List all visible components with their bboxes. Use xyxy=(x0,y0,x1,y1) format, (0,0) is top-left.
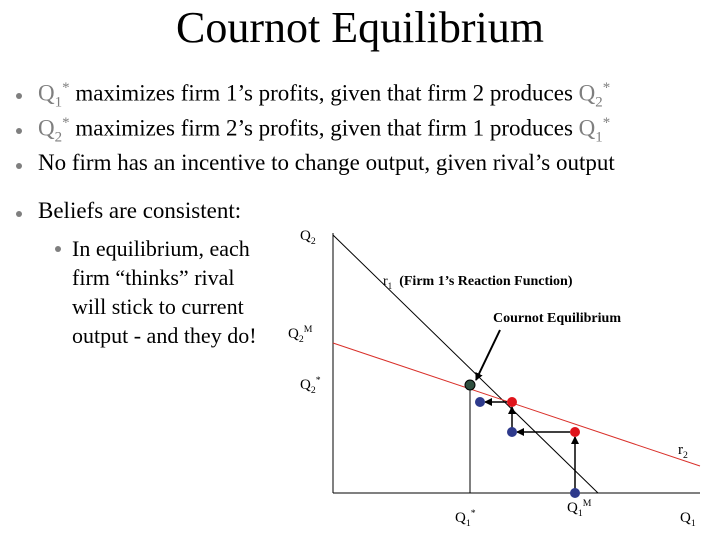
sub: 1 xyxy=(595,129,603,146)
sub: 2 xyxy=(310,236,316,247)
text: maximizes firm 1’s profits, given that f… xyxy=(69,80,579,106)
y-axis-label: Q2 xyxy=(300,228,316,247)
sup: * xyxy=(62,80,70,96)
sub: 2 xyxy=(310,385,316,396)
line: firm “thinks” rival xyxy=(72,265,235,290)
equilibrium-label: Cournot Equilibrium xyxy=(493,311,621,326)
sup: M xyxy=(303,324,313,335)
sub: 2 xyxy=(683,450,688,461)
q2star-label: Q2* xyxy=(300,375,321,396)
q: Q xyxy=(680,510,691,526)
q: Q xyxy=(38,115,55,141)
text: (Firm 1’s Reaction Function) xyxy=(399,274,573,289)
sub-bullet: In equilibrium, each firm “thinks” rival… xyxy=(72,234,257,350)
sub: 1 xyxy=(690,518,696,529)
sup: * xyxy=(470,508,476,519)
point xyxy=(570,427,580,437)
q: Q xyxy=(578,80,596,106)
bullet: Beliefs are consistent: xyxy=(38,198,242,223)
sup: * xyxy=(315,375,321,386)
text: maximizes firm 2’s profits, given that f… xyxy=(69,115,579,141)
r1-label: r1 (Firm 1’s Reaction Function) xyxy=(383,274,573,291)
bullet: No firm has an incentive to change outpu… xyxy=(38,150,615,175)
bullet-dot xyxy=(16,128,22,134)
q: Q xyxy=(455,510,466,526)
sub: 1 xyxy=(465,518,471,529)
sup: * xyxy=(62,115,70,131)
sub: 2 xyxy=(595,94,603,111)
bullet-dot xyxy=(55,246,61,252)
reaction-r1 xyxy=(332,234,599,494)
sup: * xyxy=(602,115,611,131)
sub: 1 xyxy=(387,280,393,291)
line: In equilibrium, each xyxy=(72,236,250,261)
point xyxy=(507,397,517,407)
point xyxy=(475,397,485,407)
bullet-dot xyxy=(16,93,22,99)
sup: * xyxy=(602,80,611,96)
bullet-dot xyxy=(16,211,22,217)
sub: 1 xyxy=(54,94,63,111)
q1m-label: Q1M xyxy=(567,498,591,519)
q: Q xyxy=(38,80,55,106)
q: Q xyxy=(288,326,299,342)
r2-label: r2 xyxy=(678,442,688,461)
sub: 1 xyxy=(577,508,583,519)
reaction-r2 xyxy=(332,342,701,467)
r: r xyxy=(383,274,388,289)
bullet: Q1* maximizes firm 1’s profits, given th… xyxy=(38,80,610,111)
sup: M xyxy=(582,498,592,509)
x-axis-label: Q1 xyxy=(680,510,696,529)
q: Q xyxy=(567,500,578,516)
sub: 2 xyxy=(54,129,63,146)
q2m-label: Q2M xyxy=(288,324,312,345)
q: Q xyxy=(578,115,596,141)
r: r xyxy=(678,442,683,458)
sub: 2 xyxy=(298,334,304,345)
point xyxy=(507,427,517,437)
q: Q xyxy=(300,228,311,244)
q: Q xyxy=(300,377,311,393)
bullet: Q2* maximizes firm 2’s profits, given th… xyxy=(38,115,610,146)
title: Cournot Equilibrium xyxy=(176,3,544,52)
line: will stick to current xyxy=(72,294,244,319)
line: output - and they do! xyxy=(72,323,257,348)
bullet-dot xyxy=(16,163,22,169)
q1star-label: Q1* xyxy=(455,508,476,529)
pointer-arrow xyxy=(475,329,501,381)
equilibrium-point xyxy=(464,379,476,391)
point xyxy=(570,488,580,498)
